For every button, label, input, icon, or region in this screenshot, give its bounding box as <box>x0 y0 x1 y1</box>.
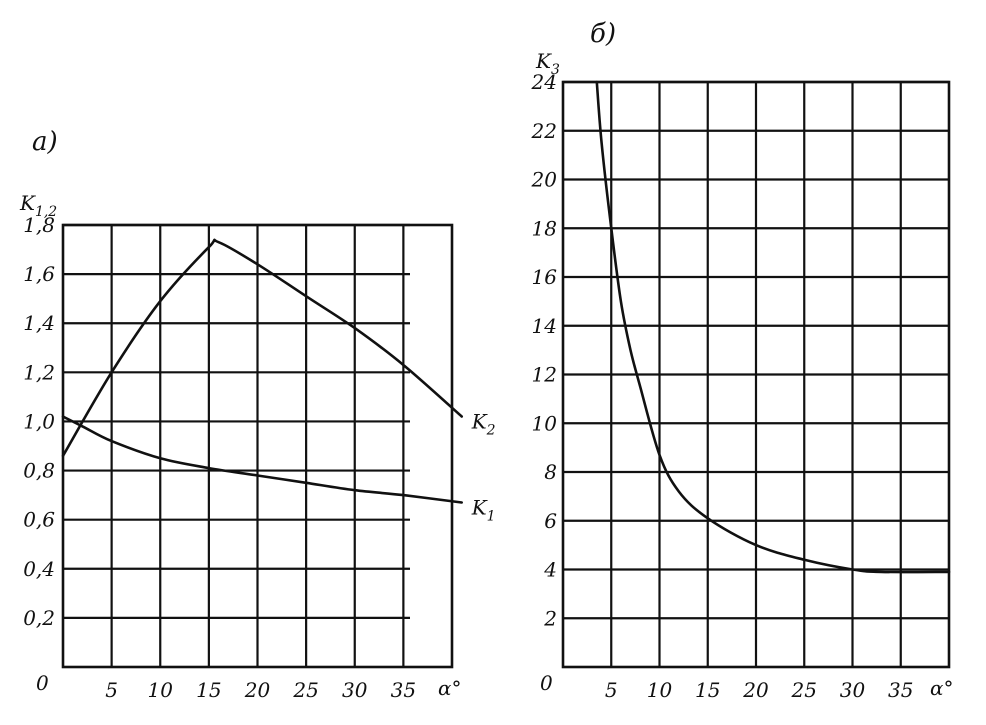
y-tick-label: 18 <box>532 216 557 240</box>
x-tick-label: 30 <box>342 678 368 702</box>
x-tick-labels-b: 5 10 15 20 25 30 35 <box>605 678 914 702</box>
y-tick-label: 0,6 <box>23 508 55 532</box>
y-tick-label: 1,6 <box>23 262 55 286</box>
series-line-a-1 <box>61 415 463 504</box>
y-tick-label: 6 <box>544 509 557 533</box>
y-tick-label: 2 <box>543 606 557 630</box>
x-axis-title-b: α° <box>930 676 954 700</box>
x-tick-label: 35 <box>888 678 913 702</box>
y-tick-label: 0,4 <box>23 557 55 581</box>
y-tick-label: 20 <box>531 168 558 192</box>
grid-b <box>561 80 951 669</box>
y-tick-label: 1,8 <box>23 213 55 237</box>
x-tick-label: 5 <box>605 678 618 702</box>
y-tick-label: 1,0 <box>23 409 55 433</box>
series-label-a: K1 <box>471 495 496 524</box>
x-tick-label: 15 <box>695 678 720 702</box>
panel-label-a: а) <box>32 127 58 157</box>
y-tick-label: 1,4 <box>23 311 55 335</box>
y-tick-label: 16 <box>532 265 558 289</box>
x-tick-label: 25 <box>791 678 817 702</box>
series-b <box>595 80 951 574</box>
y-axis-title-a: K1,2 <box>19 191 57 220</box>
y-tick-labels-a: 0,2 0,4 0,6 0,8 1,0 1,2 1,4 1,6 1,8 <box>23 213 55 630</box>
x-tick-label: 10 <box>647 678 673 702</box>
x-tick-labels-a: 5 10 15 20 25 30 35 <box>105 678 416 702</box>
y-tick-label: 22 <box>531 119 557 143</box>
series-label-a: K2 <box>471 410 496 439</box>
x-tick-label: 25 <box>292 678 318 702</box>
series-line-a-2 <box>61 238 463 458</box>
panel-label-b: б) <box>590 19 616 49</box>
origin-label-b: 0 <box>540 671 553 695</box>
series-a: K2 K1 <box>61 238 496 524</box>
x-tick-label: 10 <box>148 678 174 702</box>
chart-panel-a: а) K1,2 5 10 15 20 25 30 35 0,2 0,4 0,6 0,8 1,0 1,2… <box>19 127 496 702</box>
y-tick-label: 12 <box>532 363 557 387</box>
y-tick-label: 1,2 <box>23 360 55 384</box>
y-tick-label: 8 <box>544 460 557 484</box>
x-tick-label: 15 <box>196 678 221 702</box>
x-axis-title-a: α° <box>438 676 462 700</box>
series-line-b-0 <box>595 80 951 574</box>
origin-label-a: 0 <box>36 671 49 695</box>
y-tick-label: 24 <box>531 70 557 94</box>
x-tick-label: 35 <box>391 678 416 702</box>
y-axis-title-b: K3 <box>535 49 560 78</box>
x-tick-label: 20 <box>742 678 769 702</box>
y-tick-label: 0,2 <box>23 606 55 630</box>
y-tick-label: 4 <box>543 558 557 582</box>
x-tick-label: 30 <box>840 678 866 702</box>
y-tick-label: 10 <box>532 411 558 435</box>
x-tick-label: 5 <box>105 678 118 702</box>
y-tick-label: 0,8 <box>23 459 55 483</box>
y-tick-label: 14 <box>532 314 557 338</box>
grid-a <box>61 223 454 669</box>
chart-panel-b: б) K3 5 10 15 20 25 30 35 24681012141618202224… <box>531 19 954 702</box>
x-tick-label: 20 <box>244 678 271 702</box>
